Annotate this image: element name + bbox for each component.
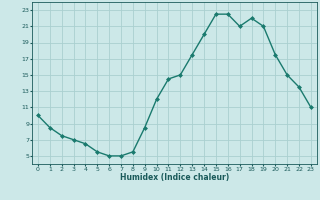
X-axis label: Humidex (Indice chaleur): Humidex (Indice chaleur) [120, 173, 229, 182]
